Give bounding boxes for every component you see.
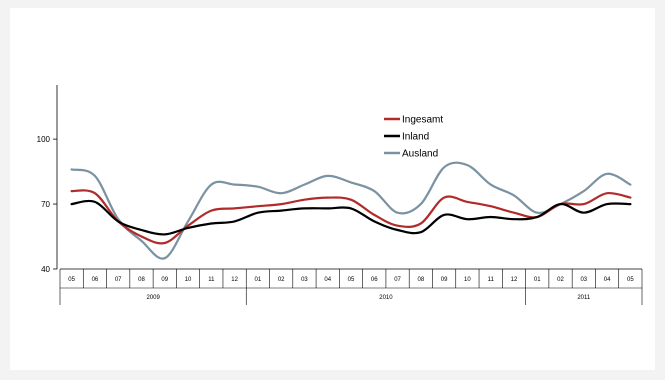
month-label: 02 xyxy=(278,277,285,283)
month-label: 06 xyxy=(92,277,99,283)
month-label: 05 xyxy=(348,277,355,283)
series-line-inland xyxy=(70,199,632,236)
month-label: 11 xyxy=(488,277,495,283)
y-tick-label-70: 70 xyxy=(41,200,50,209)
year-label-2010: 2010 xyxy=(379,295,393,301)
chart-panel: 40 70 100 05 06 07 08 09 10 11 12 01 02 03 04 05 06 07 08 0… xyxy=(10,8,655,370)
month-label: 02 xyxy=(557,277,564,283)
legend-label-ingesamt: Ingesamt xyxy=(402,115,443,126)
month-label: 01 xyxy=(534,277,541,283)
month-label: 07 xyxy=(115,277,122,283)
month-label: 12 xyxy=(511,277,518,283)
month-label: 10 xyxy=(185,277,192,283)
month-label: 11 xyxy=(208,277,215,283)
y-tick-label-100: 100 xyxy=(37,135,51,144)
month-label: 05 xyxy=(68,277,75,283)
series-line-ausland xyxy=(70,161,632,260)
month-label: 05 xyxy=(627,277,634,283)
month-label: 07 xyxy=(394,277,401,283)
month-label: 04 xyxy=(604,277,611,283)
line-chart: 40 70 100 05 06 07 08 09 10 11 12 01 02 03 04 05 06 07 08 0… xyxy=(37,85,643,305)
month-label: 06 xyxy=(371,277,378,283)
month-label: 10 xyxy=(464,277,471,283)
month-label: 12 xyxy=(231,277,238,283)
series-line-ingesamt xyxy=(70,189,632,245)
month-label: 04 xyxy=(324,277,331,283)
month-label: 09 xyxy=(161,277,168,283)
y-tick-label-40: 40 xyxy=(41,265,50,274)
legend-label-inland: Inland xyxy=(402,132,429,143)
month-label: 03 xyxy=(580,277,587,283)
month-label: 08 xyxy=(138,277,145,283)
year-label-2011: 2011 xyxy=(577,295,591,301)
month-label: 01 xyxy=(255,277,262,283)
legend-label-ausland: Ausland xyxy=(402,149,438,160)
month-label: 08 xyxy=(417,277,424,283)
year-label-2009: 2009 xyxy=(146,295,160,301)
month-label: 09 xyxy=(441,277,448,283)
month-label: 03 xyxy=(301,277,308,283)
